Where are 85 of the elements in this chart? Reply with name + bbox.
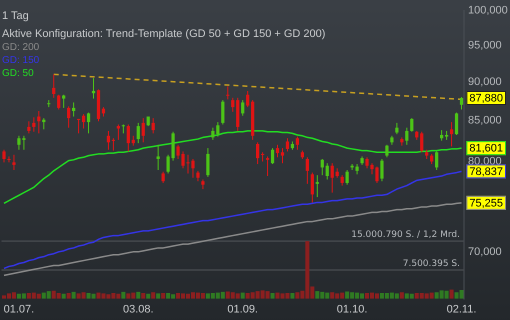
candlestick [152, 118, 155, 134]
candlestick [186, 154, 190, 174]
candlestick [27, 120, 30, 134]
data-label: 81,601 [469, 142, 504, 155]
candlestick [395, 122, 398, 135]
ref-line-label: 15.000.790 S. / 1,2 Mrd. [351, 230, 460, 240]
candlestick [116, 124, 120, 140]
candlestick [201, 178, 205, 190]
y-tick-label: 70,000 [468, 246, 502, 258]
candlestick [136, 122, 140, 144]
candlestick [37, 110, 40, 134]
candlestick [181, 150, 185, 169]
candlestick [146, 116, 150, 127]
candlestick [260, 152, 264, 162]
text: Aktive Konfiguration: Trend-Template (GD 50 + GD 150 + GD 200) [2, 28, 326, 40]
candlestick [106, 130, 110, 150]
candlestick [346, 170, 349, 186]
data-label: 75,255 [469, 197, 504, 210]
y-tick-label: 95,000 [468, 39, 502, 52]
x-tick-label: 01.09. [227, 303, 258, 316]
candlestick [32, 116, 36, 132]
candlestick [17, 135, 21, 150]
text: GD: 50 [2, 68, 34, 79]
candlestick [296, 136, 300, 150]
candlestick [196, 170, 200, 182]
y-tick-label: 90,000 [468, 76, 502, 88]
candlestick [156, 144, 160, 171]
candlestick [460, 96, 464, 110]
candlestick [166, 154, 170, 174]
candlestick [316, 174, 319, 198]
candlestick [380, 158, 384, 182]
candlestick [102, 106, 106, 118]
candlestick [86, 112, 90, 134]
y-tick-label: 80,000 [468, 156, 502, 168]
candlestick [286, 138, 290, 152]
candlestick [310, 172, 314, 203]
candlestick [425, 149, 428, 160]
candlestick [12, 154, 16, 171]
candlestick [241, 100, 244, 116]
candlestick [52, 74, 56, 98]
x-tick-label: 03.08. [122, 303, 154, 316]
candlestick [306, 156, 309, 184]
chart-title: 1 Tag [2, 10, 29, 22]
candlestick [454, 112, 458, 136]
annotation: 87,880 [469, 92, 504, 104]
candlestick [226, 86, 230, 100]
text: GD: 200 [2, 42, 40, 53]
candlestick [221, 100, 224, 125]
candlestick [122, 124, 125, 134]
candlestick [82, 114, 86, 130]
candlestick [206, 148, 210, 178]
candlestick [270, 148, 274, 165]
candlestick [176, 144, 180, 160]
candlestick [410, 118, 414, 132]
ref-line-label: 7.500.395 S. [402, 258, 460, 269]
candlestick [276, 144, 280, 158]
candlestick [42, 118, 46, 130]
candlestick [256, 142, 260, 165]
x-tick-label: 01.10. [336, 303, 368, 316]
candlestick [355, 164, 359, 175]
candlestick [340, 174, 344, 186]
candlestick [112, 138, 116, 152]
x-tick-label: 01.07. [4, 303, 34, 316]
text: GD: 150 [2, 54, 40, 66]
data-label: 78,837 [469, 166, 504, 178]
candlestick [375, 166, 379, 184]
candlestick [385, 144, 389, 158]
candlestick [390, 135, 394, 146]
candlestick [191, 158, 195, 178]
candlestick [142, 118, 145, 143]
candlestick [76, 118, 80, 134]
candlestick [72, 102, 76, 118]
candlestick [405, 127, 408, 146]
candlestick [62, 94, 66, 108]
candlestick [2, 149, 6, 163]
y-tick-label: 85,000 [468, 114, 502, 127]
candlestick [162, 171, 165, 184]
y-tick-label: 100,000 [468, 4, 508, 17]
candlestick [67, 106, 70, 128]
candlestick [57, 94, 60, 110]
candlestick [435, 150, 438, 171]
candlestick [22, 135, 26, 150]
x-tick-label: 02.11. [446, 303, 476, 316]
candlestick [266, 156, 270, 177]
candlestick [430, 153, 434, 165]
